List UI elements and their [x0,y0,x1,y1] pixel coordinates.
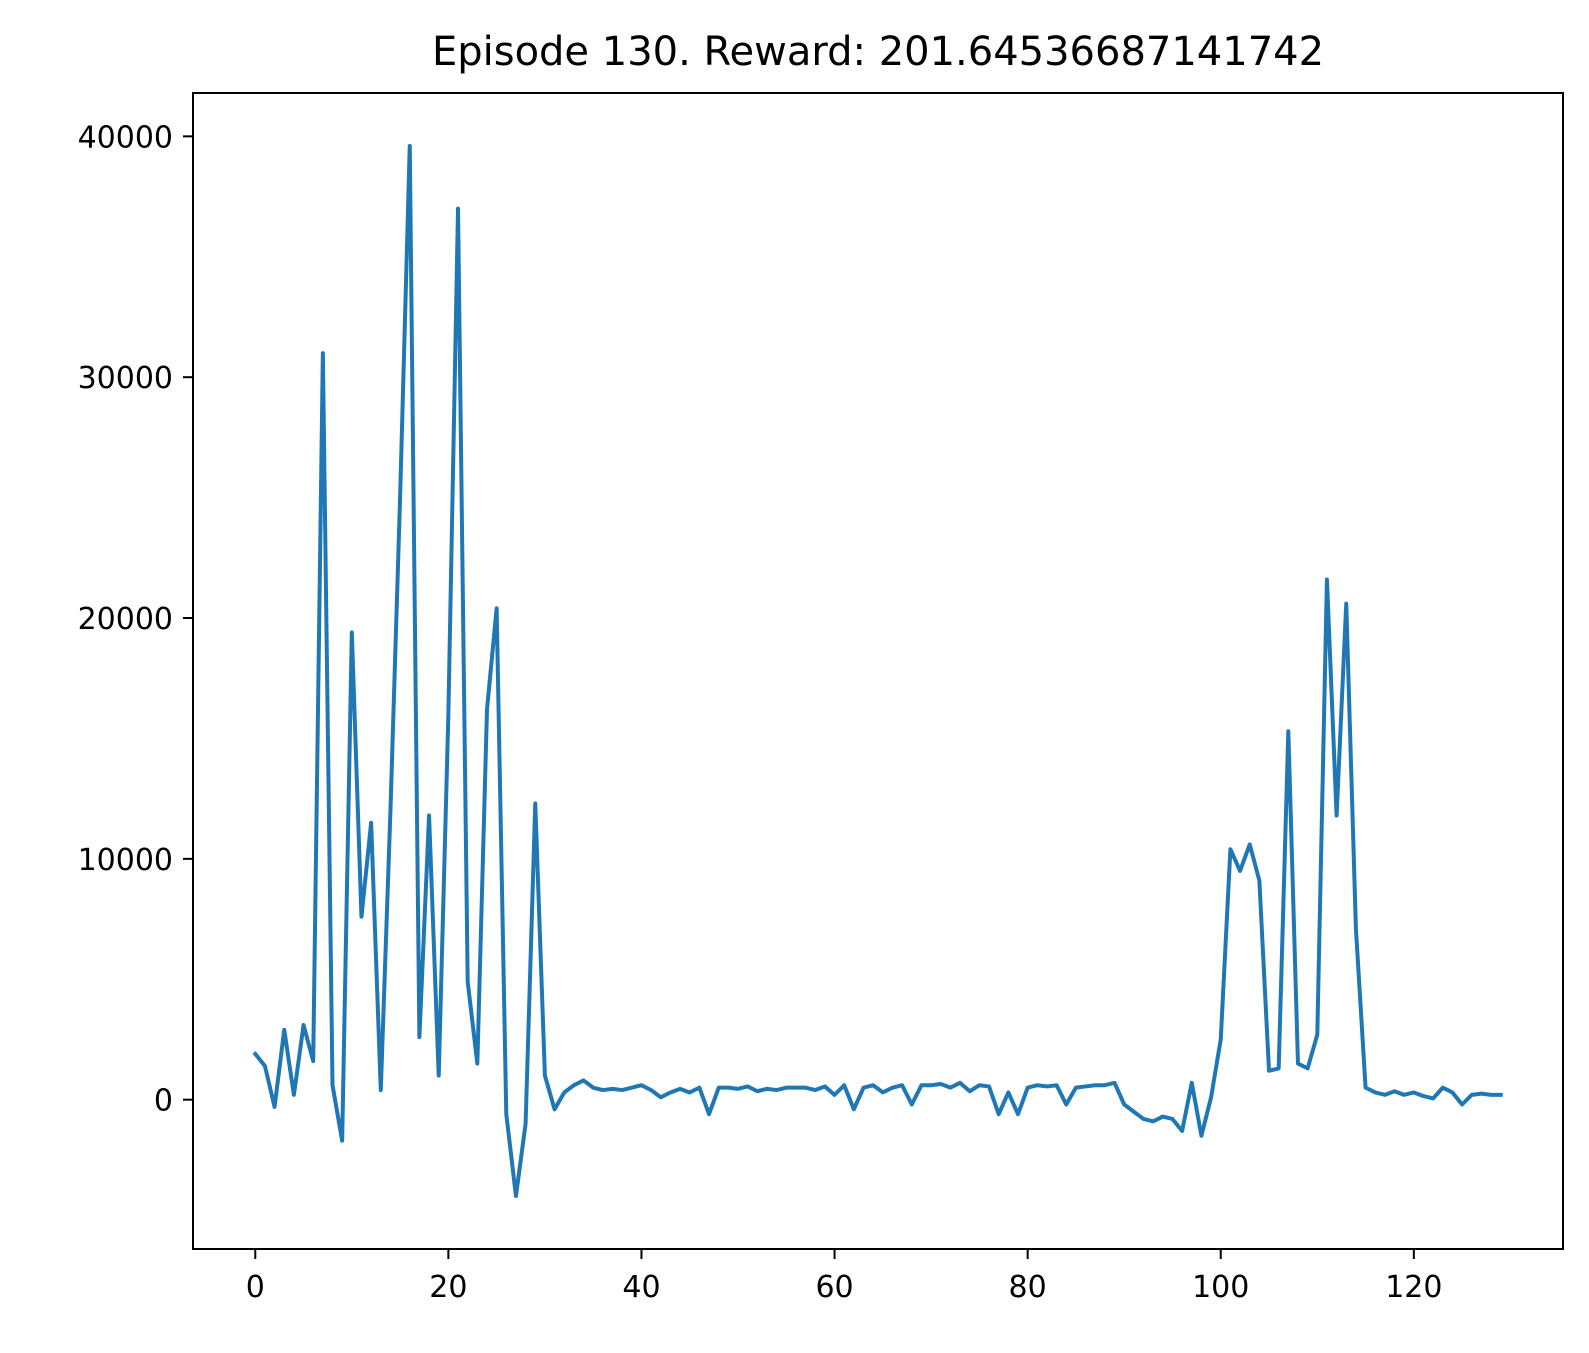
x-tick-label: 120 [1385,1270,1442,1305]
series-line [252,143,1503,1199]
x-tick-label: 0 [246,1270,265,1305]
chart-title: Episode 130. Reward: 201.64536687141742 [432,29,1324,75]
y-tick-label: 30000 [78,361,173,396]
x-tick-label: 20 [429,1270,467,1305]
x-tick-label: 100 [1192,1270,1249,1305]
y-tick-label: 10000 [78,843,173,878]
y-tick-label: 40000 [78,120,173,155]
ticks-layer: 0 20 40 60 80 100 120 0 10000 20000 30000 40000 [78,120,1443,1305]
series-layer [252,143,1503,1199]
x-tick-label: 40 [622,1270,660,1305]
x-tick-label: 80 [1009,1270,1047,1305]
y-tick-label: 0 [154,1084,173,1119]
plot-frame [192,92,1564,1250]
y-tick-label: 20000 [78,602,173,637]
x-tick-label: 60 [815,1270,853,1305]
